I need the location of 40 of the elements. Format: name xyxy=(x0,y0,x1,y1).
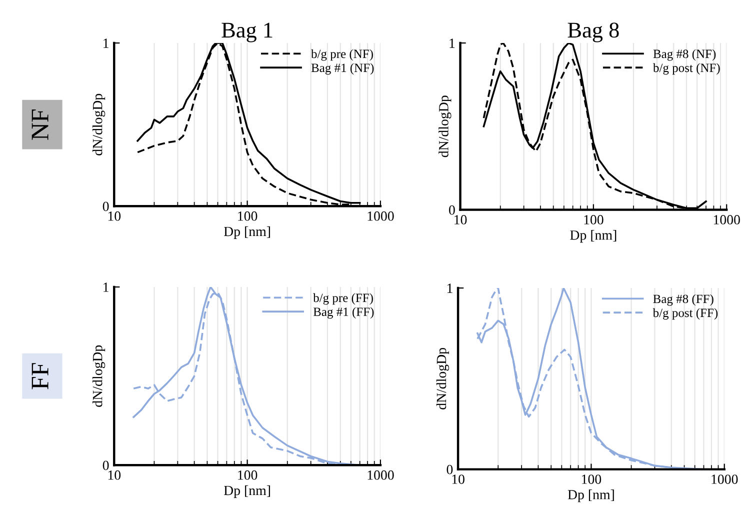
x-tick-label: 100 xyxy=(584,215,604,224)
y-axis-title: dN/dlogDp xyxy=(92,94,106,156)
y-axis-title: dN/dlogDp xyxy=(438,96,452,158)
x-tick-label: 10 xyxy=(108,470,121,480)
y-tick-label: 1 xyxy=(447,284,452,293)
x-tick-label: 1000 xyxy=(714,215,740,224)
x-tick-label: 100 xyxy=(238,470,258,480)
x-tick-label: 100 xyxy=(582,474,602,484)
x-tick-label: 10 xyxy=(454,215,467,224)
x-tick-label: 1000 xyxy=(368,211,394,221)
legend-label: b/g pre (NF) xyxy=(311,49,373,61)
x-axis-title: Dp [nm] xyxy=(568,490,614,502)
legend-label: Bag #1 (FF) xyxy=(313,307,374,319)
x-axis-title: Dp [nm] xyxy=(224,485,270,498)
x-tick-label: 1000 xyxy=(368,470,394,480)
chart-title: Bag 8 xyxy=(568,22,619,42)
x-tick-label: 10 xyxy=(108,211,121,221)
x-axis-title: Dp [nm] xyxy=(570,230,616,243)
y-tick-label: 0 xyxy=(446,464,453,474)
y-tick-label: 0 xyxy=(102,460,109,470)
text: NF xyxy=(32,110,48,140)
x-tick-label: 1000 xyxy=(712,474,738,484)
legend-label: Bag #1 (NF) xyxy=(311,63,374,75)
legend-label: Bag #8 (NF) xyxy=(653,49,716,61)
x-tick-label: 100 xyxy=(238,211,258,221)
legend-label: b/g post (FF) xyxy=(652,308,718,320)
y-axis-title: dN/dlogDp xyxy=(436,348,450,410)
y-tick-label: 1 xyxy=(104,282,108,292)
y-tick-label: 0 xyxy=(102,202,109,212)
legend-label: Bag #8 (FF) xyxy=(653,294,714,306)
y-tick-label: 0 xyxy=(449,205,455,215)
text: FF xyxy=(32,363,48,390)
x-axis-title: Dp [nm] xyxy=(224,226,270,239)
y-tick-label: 1 xyxy=(104,38,108,48)
y-axis-title: dN/dlogDp xyxy=(92,345,106,407)
y-tick-label: 1 xyxy=(450,38,455,48)
chart-title: Bag 1 xyxy=(222,22,272,42)
legend-label: b/g pre (FF) xyxy=(313,293,373,305)
x-tick-label: 10 xyxy=(452,474,464,484)
legend-label: b/g post (NF) xyxy=(652,63,720,75)
